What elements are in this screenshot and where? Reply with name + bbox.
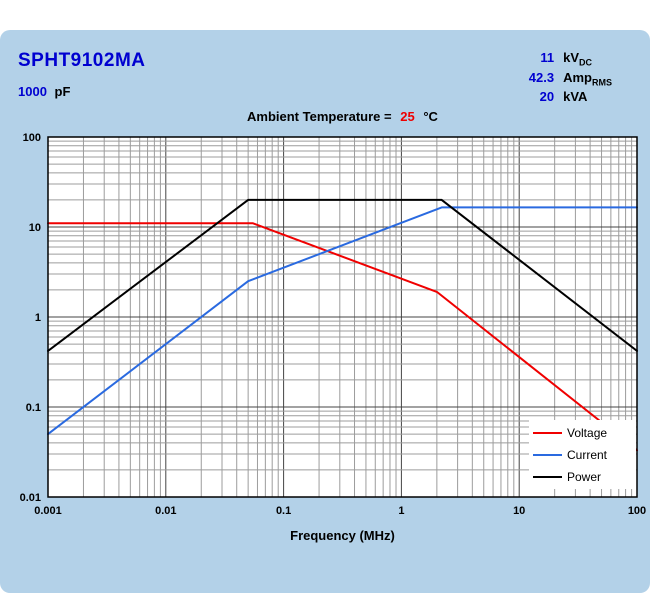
- y-tick-label: 0.01: [20, 492, 41, 504]
- y-tick-label: 0.1: [26, 402, 41, 414]
- power-rating-unit: kVA: [563, 89, 588, 105]
- capacitance-unit: pF: [54, 84, 71, 99]
- legend-label-power: Power: [567, 470, 601, 484]
- series-line-current: [47, 206, 638, 436]
- ratings-block: 11 kVDC 42.3 AmpRMS 20 kVA: [529, 50, 612, 107]
- legend-label-current: Current: [567, 448, 608, 462]
- series-line-power: [47, 198, 638, 352]
- y-tick-label: 1: [35, 312, 41, 324]
- plot-border: [47, 136, 638, 498]
- y-tick-label: 10: [29, 222, 41, 234]
- power-rating-value: 20: [539, 89, 555, 105]
- capacitance-value: 1000: [18, 84, 47, 99]
- x-tick-label: 100: [628, 505, 646, 517]
- y-tick-label: 100: [23, 132, 41, 144]
- legend-label-voltage: Voltage: [567, 426, 607, 440]
- part-number: SPHT9102MA: [18, 50, 146, 71]
- voltage-rating-value: 11: [540, 50, 555, 65]
- series-line-voltage: [47, 222, 638, 452]
- x-axis-label: Frequency (MHz): [290, 528, 395, 543]
- current-rating-unit-sub: RMS: [592, 77, 612, 88]
- x-tick-label: 1: [398, 505, 404, 517]
- ambient-temperature-label: Ambient Temperature =: [247, 109, 392, 124]
- ambient-temperature-value: 25: [400, 109, 415, 124]
- ambient-temperature-unit: °C: [423, 109, 438, 124]
- voltage-rating-unit-sub: DC: [579, 57, 593, 68]
- current-rating-value: 42.3: [528, 69, 555, 85]
- current-rating-unit: AmpRMS: [563, 69, 612, 88]
- x-tick-label: 0.001: [34, 505, 62, 517]
- x-tick-label: 0.1: [276, 505, 291, 517]
- x-tick-label: 10: [513, 505, 525, 517]
- ambient-temperature-line: Ambient Temperature = 25 °C: [247, 109, 438, 124]
- x-tick-label: 0.01: [155, 505, 176, 517]
- voltage-rating-unit: kVDC: [563, 50, 593, 68]
- capacitance-rating: 1000 pF: [18, 84, 70, 99]
